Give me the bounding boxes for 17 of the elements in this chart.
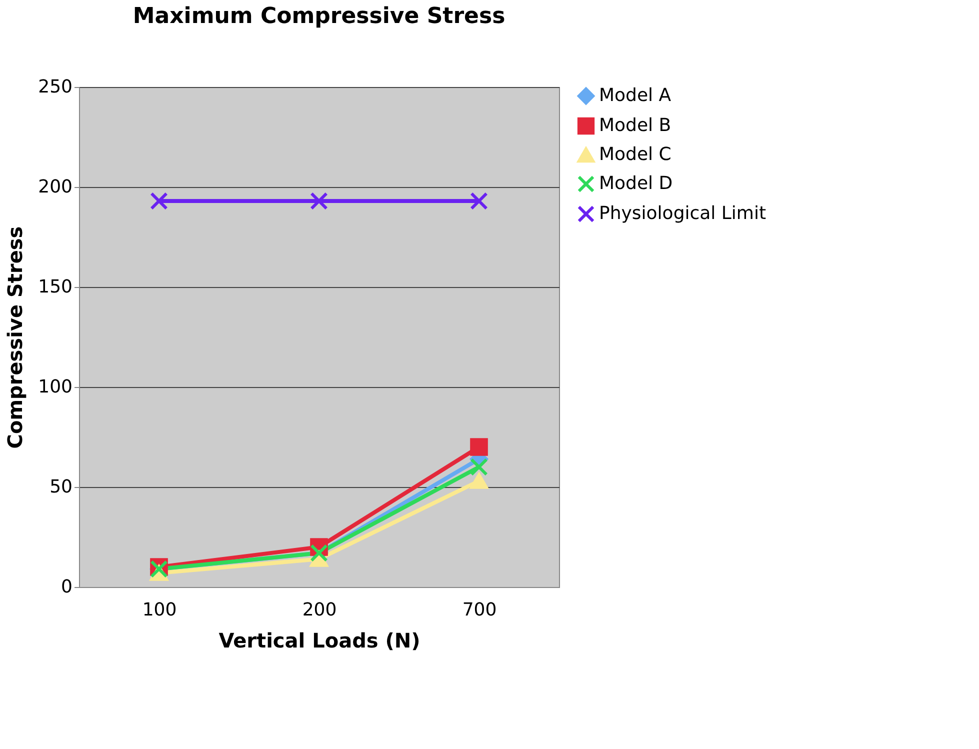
chart-title: Maximum Compressive Stress bbox=[132, 4, 506, 29]
x-tick-label: 200 bbox=[302, 600, 337, 620]
legend-label: Model C bbox=[599, 144, 672, 165]
y-tick-label: 250 bbox=[38, 76, 72, 98]
x-tick-label: 100 bbox=[142, 600, 177, 620]
y-tick-label: 50 bbox=[50, 476, 72, 498]
x-axis-title: Vertical Loads (N) bbox=[218, 628, 420, 652]
y-tick-label: 150 bbox=[38, 276, 72, 298]
legend-label: Model A bbox=[599, 85, 672, 106]
y-tick-label: 100 bbox=[38, 376, 72, 398]
legend-label: Physiological Limit bbox=[599, 203, 766, 224]
legend-label: Model D bbox=[599, 173, 673, 194]
x-tick-label: 700 bbox=[462, 600, 497, 620]
y-tick-label: 0 bbox=[61, 576, 72, 598]
y-axis-title: Compressive Stress bbox=[3, 226, 28, 449]
legend-label: Model B bbox=[599, 115, 672, 136]
y-tick-label: 200 bbox=[38, 176, 72, 198]
